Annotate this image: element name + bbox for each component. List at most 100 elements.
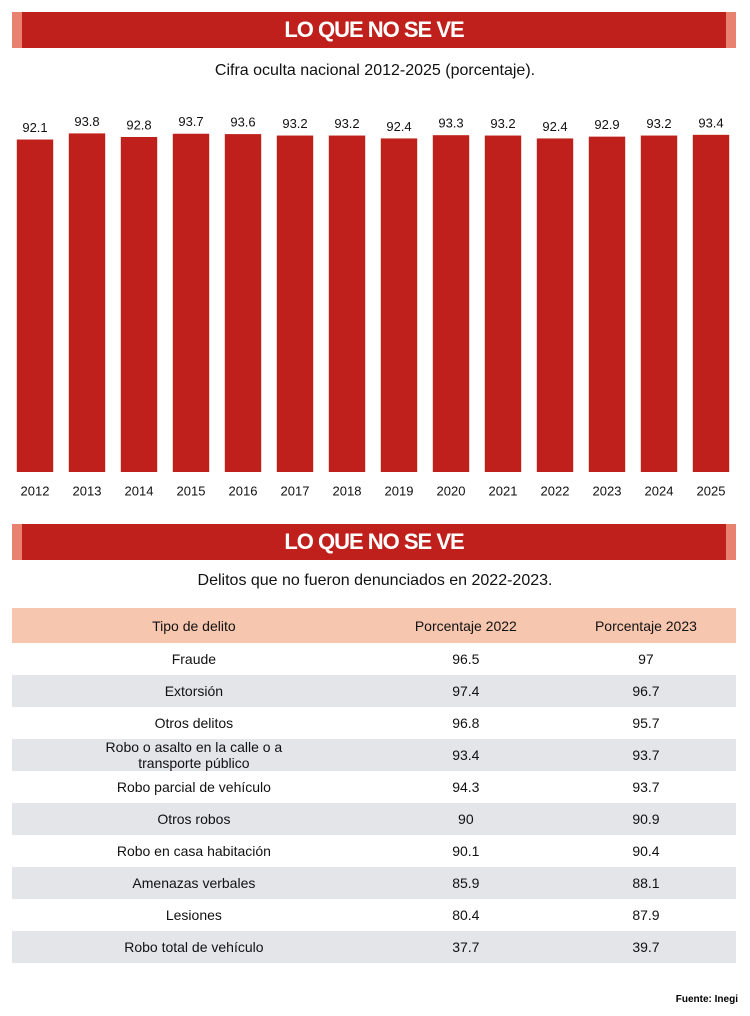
cell-text: Robo o asalto en la calle o a transporte… bbox=[105, 739, 283, 771]
table-subtitle: Delitos que no fueron denunciados en 202… bbox=[197, 572, 553, 589]
value-label: 93.7 bbox=[178, 114, 203, 129]
x-tick-label: 2023 bbox=[593, 483, 622, 498]
x-tick-label: 2014 bbox=[125, 483, 154, 498]
x-tick-label: 2017 bbox=[281, 483, 310, 498]
cell-text: 39.7 bbox=[632, 939, 660, 955]
value-label: 93.2 bbox=[646, 116, 671, 131]
table-row: Robo o asalto en la calle o a transporte… bbox=[12, 739, 736, 771]
table-cell: Otros delitos bbox=[12, 707, 376, 739]
cell-text: 80.4 bbox=[452, 907, 480, 923]
source: Fuente: Inegi bbox=[675, 994, 738, 1005]
table-cell: 88.1 bbox=[555, 867, 736, 899]
table-cell: Robo total de vehículo bbox=[12, 931, 376, 963]
cell-text: 93.7 bbox=[632, 747, 660, 763]
x-tick-label: 2022 bbox=[541, 483, 570, 498]
table-row: Robo parcial de vehículo 94.3 93.7 bbox=[12, 771, 736, 803]
cell-text: 96.5 bbox=[452, 651, 480, 667]
cell-text: Otros robos bbox=[157, 811, 231, 827]
x-tick-label: 2018 bbox=[333, 483, 362, 498]
column-header: Porcentaje 2023 bbox=[555, 608, 736, 643]
chart: 2012 92.1 2013 93.8 2014 92.8 2015 93.7 2016 93.6… bbox=[16, 114, 730, 498]
table-cell: 96.7 bbox=[555, 675, 736, 707]
table-cell: Robo o asalto en la calle o a transporte… bbox=[12, 739, 376, 771]
cell-text: 90.4 bbox=[632, 843, 660, 859]
table-cell: 90.9 bbox=[555, 803, 736, 835]
x-tick-label: 2015 bbox=[177, 483, 206, 498]
bar bbox=[484, 135, 522, 472]
table-cell: 93.4 bbox=[375, 739, 556, 771]
x-tick-label: 2021 bbox=[489, 483, 518, 498]
table-cell: 90.4 bbox=[556, 835, 736, 867]
cell-text: Extorsión bbox=[164, 683, 224, 699]
table-cell: 37.7 bbox=[375, 931, 556, 963]
table: Tipo de delito Porcentaje 2022 Porcentaje … bbox=[12, 608, 736, 963]
bar bbox=[120, 136, 158, 472]
cell-text: 97 bbox=[638, 651, 654, 667]
cell-text: Robo total de vehículo bbox=[124, 939, 264, 955]
x-tick-label: 2025 bbox=[697, 483, 726, 498]
table-cell: Amenazas verbales bbox=[12, 867, 376, 899]
table-cell: 93.7 bbox=[556, 771, 736, 803]
cell-text: 37.7 bbox=[452, 939, 480, 955]
value-label: 92.8 bbox=[126, 117, 151, 132]
cell-text: 90 bbox=[458, 811, 474, 827]
banner: LO QUE NO SE VE bbox=[12, 524, 736, 560]
bar bbox=[276, 135, 314, 472]
x-tick-label: 2012 bbox=[21, 483, 50, 498]
cell-text: 90.1 bbox=[452, 843, 480, 859]
value-label: 93.2 bbox=[282, 116, 307, 131]
table-cell: 87.9 bbox=[556, 899, 736, 931]
cell-text: 97.4 bbox=[452, 683, 480, 699]
table-cell: Fraude bbox=[12, 643, 376, 675]
cell-text: 94.3 bbox=[452, 779, 480, 795]
cell-text: 93.4 bbox=[452, 747, 480, 763]
bar bbox=[380, 138, 418, 472]
value-label: 93.2 bbox=[334, 116, 359, 131]
column-header: Tipo de delito bbox=[12, 608, 376, 643]
table-cell: 95.7 bbox=[556, 707, 736, 739]
bar bbox=[536, 138, 574, 472]
cell-text: 96.8 bbox=[452, 715, 480, 731]
table-row: Robo en casa habitación 90.1 90.4 bbox=[12, 835, 736, 867]
value-label: 93.3 bbox=[438, 116, 463, 131]
value-label: 92.9 bbox=[594, 117, 619, 132]
bar bbox=[640, 135, 678, 472]
x-tick-label: 2013 bbox=[73, 483, 102, 498]
bar bbox=[328, 135, 366, 472]
table-row: Robo total de vehículo 37.7 39.7 bbox=[12, 931, 736, 963]
cell-text: 88.1 bbox=[632, 875, 660, 891]
chart-title: Cifra oculta nacional 2012-2025 (porcent… bbox=[214, 62, 536, 79]
cell-text: Lesiones bbox=[165, 907, 222, 923]
value-label: 92.4 bbox=[542, 119, 567, 134]
table-cell: 85.9 bbox=[375, 867, 556, 899]
table-cell: 94.3 bbox=[376, 771, 556, 803]
table-cell: Otros robos bbox=[12, 803, 376, 835]
value-label: 93.2 bbox=[490, 116, 515, 131]
table-cell: 97 bbox=[556, 643, 736, 675]
table-row: Lesiones 80.4 87.9 bbox=[12, 899, 736, 931]
table-cell: 39.7 bbox=[555, 931, 736, 963]
table-cell: 90.1 bbox=[376, 835, 556, 867]
table-row: Otros delitos 96.8 95.7 bbox=[12, 707, 736, 739]
table-row: Amenazas verbales 85.9 88.1 bbox=[12, 867, 736, 899]
table-cell: 80.4 bbox=[376, 899, 556, 931]
value-label: 92.1 bbox=[22, 120, 47, 135]
bar bbox=[588, 136, 626, 473]
value-label: 93.4 bbox=[698, 115, 723, 130]
banner: LO QUE NO SE VE bbox=[12, 12, 736, 48]
cell-text: 87.9 bbox=[632, 907, 660, 923]
table-row: Extorsión 97.4 96.7 bbox=[12, 675, 736, 707]
bar bbox=[68, 133, 106, 472]
table-cell: Extorsión bbox=[12, 675, 376, 707]
x-tick-label: 2024 bbox=[645, 483, 674, 498]
value-label: 93.8 bbox=[74, 114, 99, 129]
bar bbox=[692, 134, 730, 473]
cell-text: Robo en casa habitación bbox=[116, 843, 271, 859]
cell-text: 85.9 bbox=[452, 875, 480, 891]
cell-text: 90.9 bbox=[632, 811, 660, 827]
table-cell: 96.8 bbox=[376, 707, 556, 739]
column-header: Porcentaje 2022 bbox=[375, 608, 556, 643]
cell-text: Robo parcial de vehículo bbox=[116, 779, 271, 795]
table-cell: 97.4 bbox=[375, 675, 556, 707]
